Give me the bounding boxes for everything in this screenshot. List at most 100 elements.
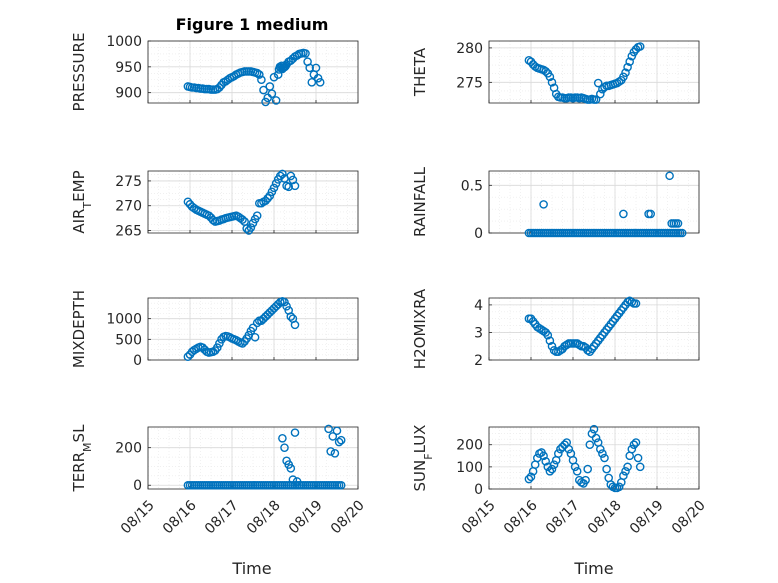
panel-sun_flux: 0 100 200 08/15 08/16 08/17 08/18 08/19 08/20 SUN… — [411, 425, 709, 538]
x-axis-label-right: Time — [573, 559, 613, 578]
data-point — [602, 464, 611, 474]
markers-sun_flux — [524, 424, 645, 493]
data-point — [263, 193, 273, 203]
y-tick-label: 4 — [474, 298, 483, 314]
data-point — [570, 462, 580, 472]
axes-box — [488, 297, 700, 361]
data-point — [278, 169, 287, 179]
data-point — [593, 78, 603, 88]
data-point — [596, 89, 605, 99]
data-point — [330, 449, 340, 458]
y-tick-label: 0 — [474, 482, 483, 498]
data-point — [275, 171, 285, 181]
data-point — [621, 466, 630, 476]
data-point — [547, 464, 557, 474]
data-point — [524, 474, 534, 484]
data-point — [183, 352, 193, 361]
panel-air_temp: 265 270 275 AIRTEMP — [70, 169, 359, 240]
data-point — [229, 71, 239, 81]
data-point — [280, 443, 289, 452]
data-point — [269, 183, 279, 193]
y-axis-label: H2OMIXRA — [411, 288, 429, 369]
data-point — [627, 297, 637, 307]
data-point — [238, 339, 247, 348]
data-point — [189, 203, 199, 213]
data-point — [591, 95, 601, 104]
x-tick-label: 08/16 — [160, 497, 200, 537]
data-point — [252, 318, 262, 328]
data-point — [635, 42, 645, 51]
data-point — [324, 424, 333, 434]
data-point — [315, 78, 325, 87]
data-point — [336, 435, 346, 445]
axes-box — [147, 170, 359, 234]
panel-h2omixra: 2 3 4 H2OMIXRA — [411, 288, 700, 369]
data-point — [585, 440, 595, 450]
data-point — [600, 453, 609, 463]
data-point — [589, 424, 599, 434]
markers-theta — [524, 42, 645, 104]
data-point — [336, 480, 346, 490]
markers-air_temp — [183, 169, 300, 235]
x-tick-label: 08/19 — [286, 497, 326, 537]
data-point — [286, 312, 296, 321]
y-tick-label: 270 — [115, 199, 142, 215]
y-tick-label: 275 — [115, 174, 142, 190]
data-point — [259, 85, 268, 95]
data-point — [284, 182, 294, 192]
data-point — [246, 223, 256, 232]
data-point — [554, 449, 563, 458]
data-point — [332, 426, 342, 436]
panel-theta: 275 280 THETA — [411, 40, 700, 104]
data-point — [677, 228, 687, 238]
data-point — [248, 323, 258, 333]
markers-mixdepth — [183, 297, 300, 361]
figure-title: Figure 1 medium — [176, 15, 329, 34]
y-tick-label: 2 — [474, 353, 483, 369]
data-point — [572, 466, 582, 476]
y-axis-label: PRESSURE — [70, 33, 88, 112]
data-point — [598, 449, 607, 458]
markers-rainfall — [524, 171, 687, 238]
y-axis-label: THETA — [411, 47, 429, 97]
x-tick-label: 08/20 — [669, 497, 709, 537]
data-point — [212, 343, 222, 352]
data-point — [269, 72, 279, 82]
data-point — [621, 68, 630, 77]
data-point — [282, 301, 291, 311]
markers-h2omixra — [524, 296, 641, 357]
x-tick-label: 08/17 — [202, 497, 242, 537]
data-point — [614, 77, 624, 86]
x-axis-label-left: Time — [231, 559, 271, 578]
x-tick-label: 08/17 — [543, 497, 583, 537]
data-point — [614, 482, 624, 492]
panel-rainfall: 0 0.5 RAINFALL — [411, 166, 700, 242]
y-axis-label: RAINFALL — [411, 166, 429, 237]
data-point — [543, 330, 553, 340]
markers-terr_msl — [183, 424, 346, 490]
data-point — [267, 89, 277, 98]
data-point — [541, 457, 551, 466]
data-point — [294, 480, 304, 490]
data-point — [541, 67, 551, 76]
data-point — [539, 451, 548, 461]
data-point — [545, 72, 555, 82]
y-axis-label: SUNFLUX — [411, 425, 435, 492]
data-point — [288, 475, 298, 484]
y-tick-label: 3 — [474, 325, 483, 341]
data-point — [539, 200, 548, 209]
data-point — [619, 209, 628, 219]
y-tick-label: 900 — [115, 86, 142, 102]
y-tick-label: 280 — [456, 41, 483, 57]
x-tick-label: 08/15 — [459, 497, 499, 537]
data-point — [208, 215, 218, 225]
data-point — [635, 462, 645, 472]
panel-pressure: 900 950 1000 PRESSURE — [70, 33, 359, 112]
data-point — [307, 78, 317, 87]
data-point — [334, 437, 344, 447]
data-point — [261, 196, 270, 206]
data-point — [183, 197, 193, 207]
y-tick-label: 275 — [456, 75, 483, 91]
data-point — [596, 444, 605, 454]
data-point — [286, 464, 296, 473]
